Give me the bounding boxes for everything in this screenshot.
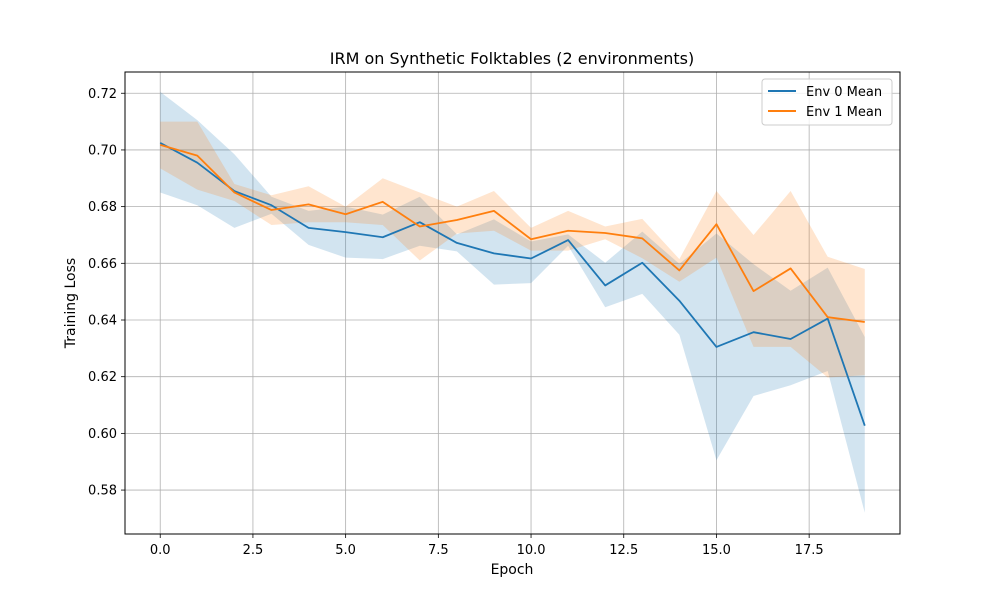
x-axis-label: Epoch xyxy=(491,562,534,578)
x-tick-label: 2.5 xyxy=(243,543,264,558)
y-tick-label: 0.72 xyxy=(88,87,117,102)
x-tick-label: 12.5 xyxy=(609,543,638,558)
y-tick-label: 0.70 xyxy=(88,143,117,158)
chart-title: IRM on Synthetic Folktables (2 environme… xyxy=(330,49,694,68)
y-tick-label: 0.62 xyxy=(88,370,117,385)
plot-frame xyxy=(124,71,901,535)
band-env-1 xyxy=(160,121,865,378)
band-env-0 xyxy=(160,91,865,513)
y-tick-label: 0.60 xyxy=(88,427,117,442)
y-tick-label: 0.68 xyxy=(88,200,117,215)
y-axis-label: Training Loss xyxy=(63,258,79,349)
confidence-bands xyxy=(160,91,865,513)
y-tick-label: 0.58 xyxy=(88,484,117,499)
y-tick-label: 0.64 xyxy=(88,314,117,329)
series-lines xyxy=(159,142,866,427)
legend: Env 0 Mean Env 1 Mean xyxy=(761,78,893,126)
axis-ticks: 0.0 2.5 5.0 7.5 10.0 12.5 15.0 17.5 0.58 0.60 0.62… xyxy=(88,87,824,558)
grid xyxy=(125,72,900,534)
legend-label-env-1: Env 1 Mean xyxy=(806,105,882,120)
legend-label-env-0: Env 0 Mean xyxy=(806,85,882,100)
x-tick-label: 17.5 xyxy=(795,543,824,558)
x-tick-label: 0.0 xyxy=(150,543,171,558)
x-tick-label: 10.0 xyxy=(517,543,546,558)
x-tick-label: 15.0 xyxy=(702,543,731,558)
x-tick-label: 7.5 xyxy=(428,543,449,558)
x-tick-label: 5.0 xyxy=(335,543,356,558)
line-env-1 xyxy=(159,143,865,323)
y-tick-label: 0.66 xyxy=(88,257,117,272)
